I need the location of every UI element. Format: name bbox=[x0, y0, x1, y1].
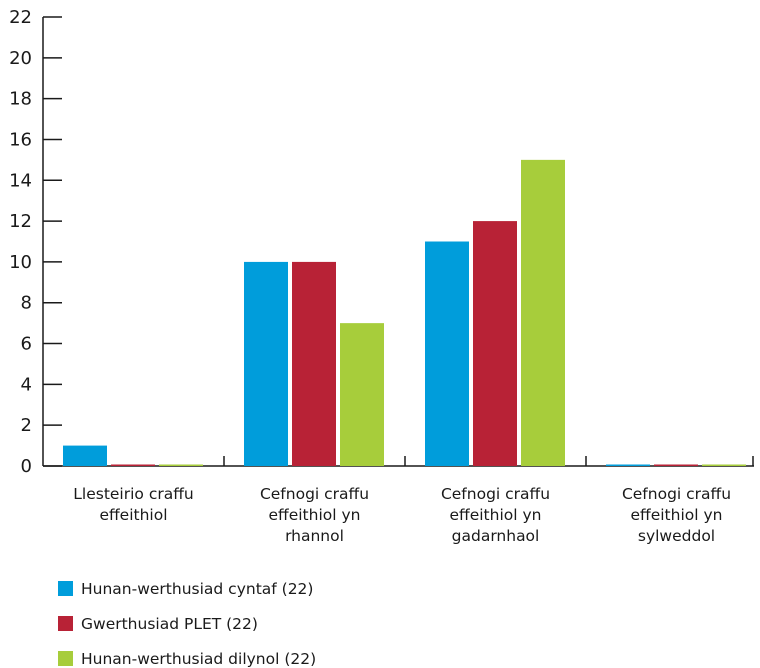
bar bbox=[63, 445, 107, 466]
y-tick-label: 10 bbox=[9, 252, 32, 273]
bar bbox=[654, 464, 698, 466]
bar bbox=[606, 464, 650, 466]
y-tick-label: 6 bbox=[21, 334, 32, 355]
y-tick-label: 22 bbox=[9, 7, 32, 28]
y-axis: 0 2 4 6 8 10 12 14 16 18 20 22 bbox=[9, 7, 62, 477]
bars bbox=[63, 159, 746, 466]
legend-swatch bbox=[58, 581, 73, 596]
y-tick-label: 0 bbox=[21, 456, 32, 477]
y-tick-label: 18 bbox=[9, 89, 32, 110]
y-tick-label: 14 bbox=[9, 170, 32, 191]
bar bbox=[159, 464, 203, 466]
legend-label: Hunan-werthusiad cyntaf (22) bbox=[81, 580, 313, 598]
legend: Hunan-werthusiad cyntaf (22) Gwerthusiad … bbox=[58, 580, 316, 668]
category-label: Cefnogi craffu effeithiol yn gadarnhaol bbox=[441, 485, 550, 545]
y-tick-label: 16 bbox=[9, 129, 32, 150]
y-tick-label: 20 bbox=[9, 48, 32, 69]
category-label: Cefnogi craffu effeithiol yn rhannol bbox=[260, 485, 369, 545]
bar bbox=[702, 464, 746, 466]
legend-label: Gwerthusiad PLET (22) bbox=[81, 615, 258, 633]
legend-swatch bbox=[58, 616, 73, 631]
category-label: Llesteirio craffu effeithiol bbox=[73, 485, 193, 524]
category-label: Cefnogi craffu effeithiol yn sylweddol bbox=[622, 485, 731, 545]
legend-swatch bbox=[58, 651, 73, 666]
bar bbox=[521, 159, 565, 466]
y-tick-label: 8 bbox=[21, 293, 32, 314]
bar bbox=[244, 261, 288, 466]
x-axis: Llesteirio craffu effeithiol Cefnogi craff… bbox=[43, 456, 754, 545]
y-tick-label: 4 bbox=[21, 374, 32, 395]
y-tick-label: 12 bbox=[9, 211, 32, 232]
bar bbox=[292, 261, 336, 466]
legend-label: Hunan-werthusiad dilynol (22) bbox=[81, 650, 316, 668]
y-tick-label: 2 bbox=[21, 415, 32, 436]
bar bbox=[425, 241, 469, 466]
bar bbox=[111, 464, 155, 466]
bar bbox=[473, 221, 517, 466]
bar bbox=[340, 323, 384, 466]
